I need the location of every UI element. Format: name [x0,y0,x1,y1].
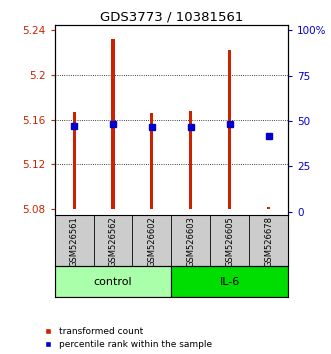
Text: GSM526678: GSM526678 [264,216,273,267]
Bar [112,39,115,209]
Bar [267,207,270,209]
Title: GDS3773 / 10381561: GDS3773 / 10381561 [100,11,243,24]
Bar [189,111,192,209]
Text: IL-6: IL-6 [219,277,240,287]
Text: control: control [94,277,132,287]
Text: GSM526603: GSM526603 [186,216,195,267]
Bar [72,112,75,209]
Bar [150,113,153,209]
Text: GSM526561: GSM526561 [70,216,78,267]
Text: GSM526602: GSM526602 [147,216,156,267]
Bar [55,266,171,297]
Legend: transformed count, percentile rank within the sample: transformed count, percentile rank withi… [44,327,212,349]
Text: GSM526605: GSM526605 [225,216,234,267]
Bar [171,266,288,297]
Bar [228,51,231,209]
Text: GSM526562: GSM526562 [109,216,118,267]
